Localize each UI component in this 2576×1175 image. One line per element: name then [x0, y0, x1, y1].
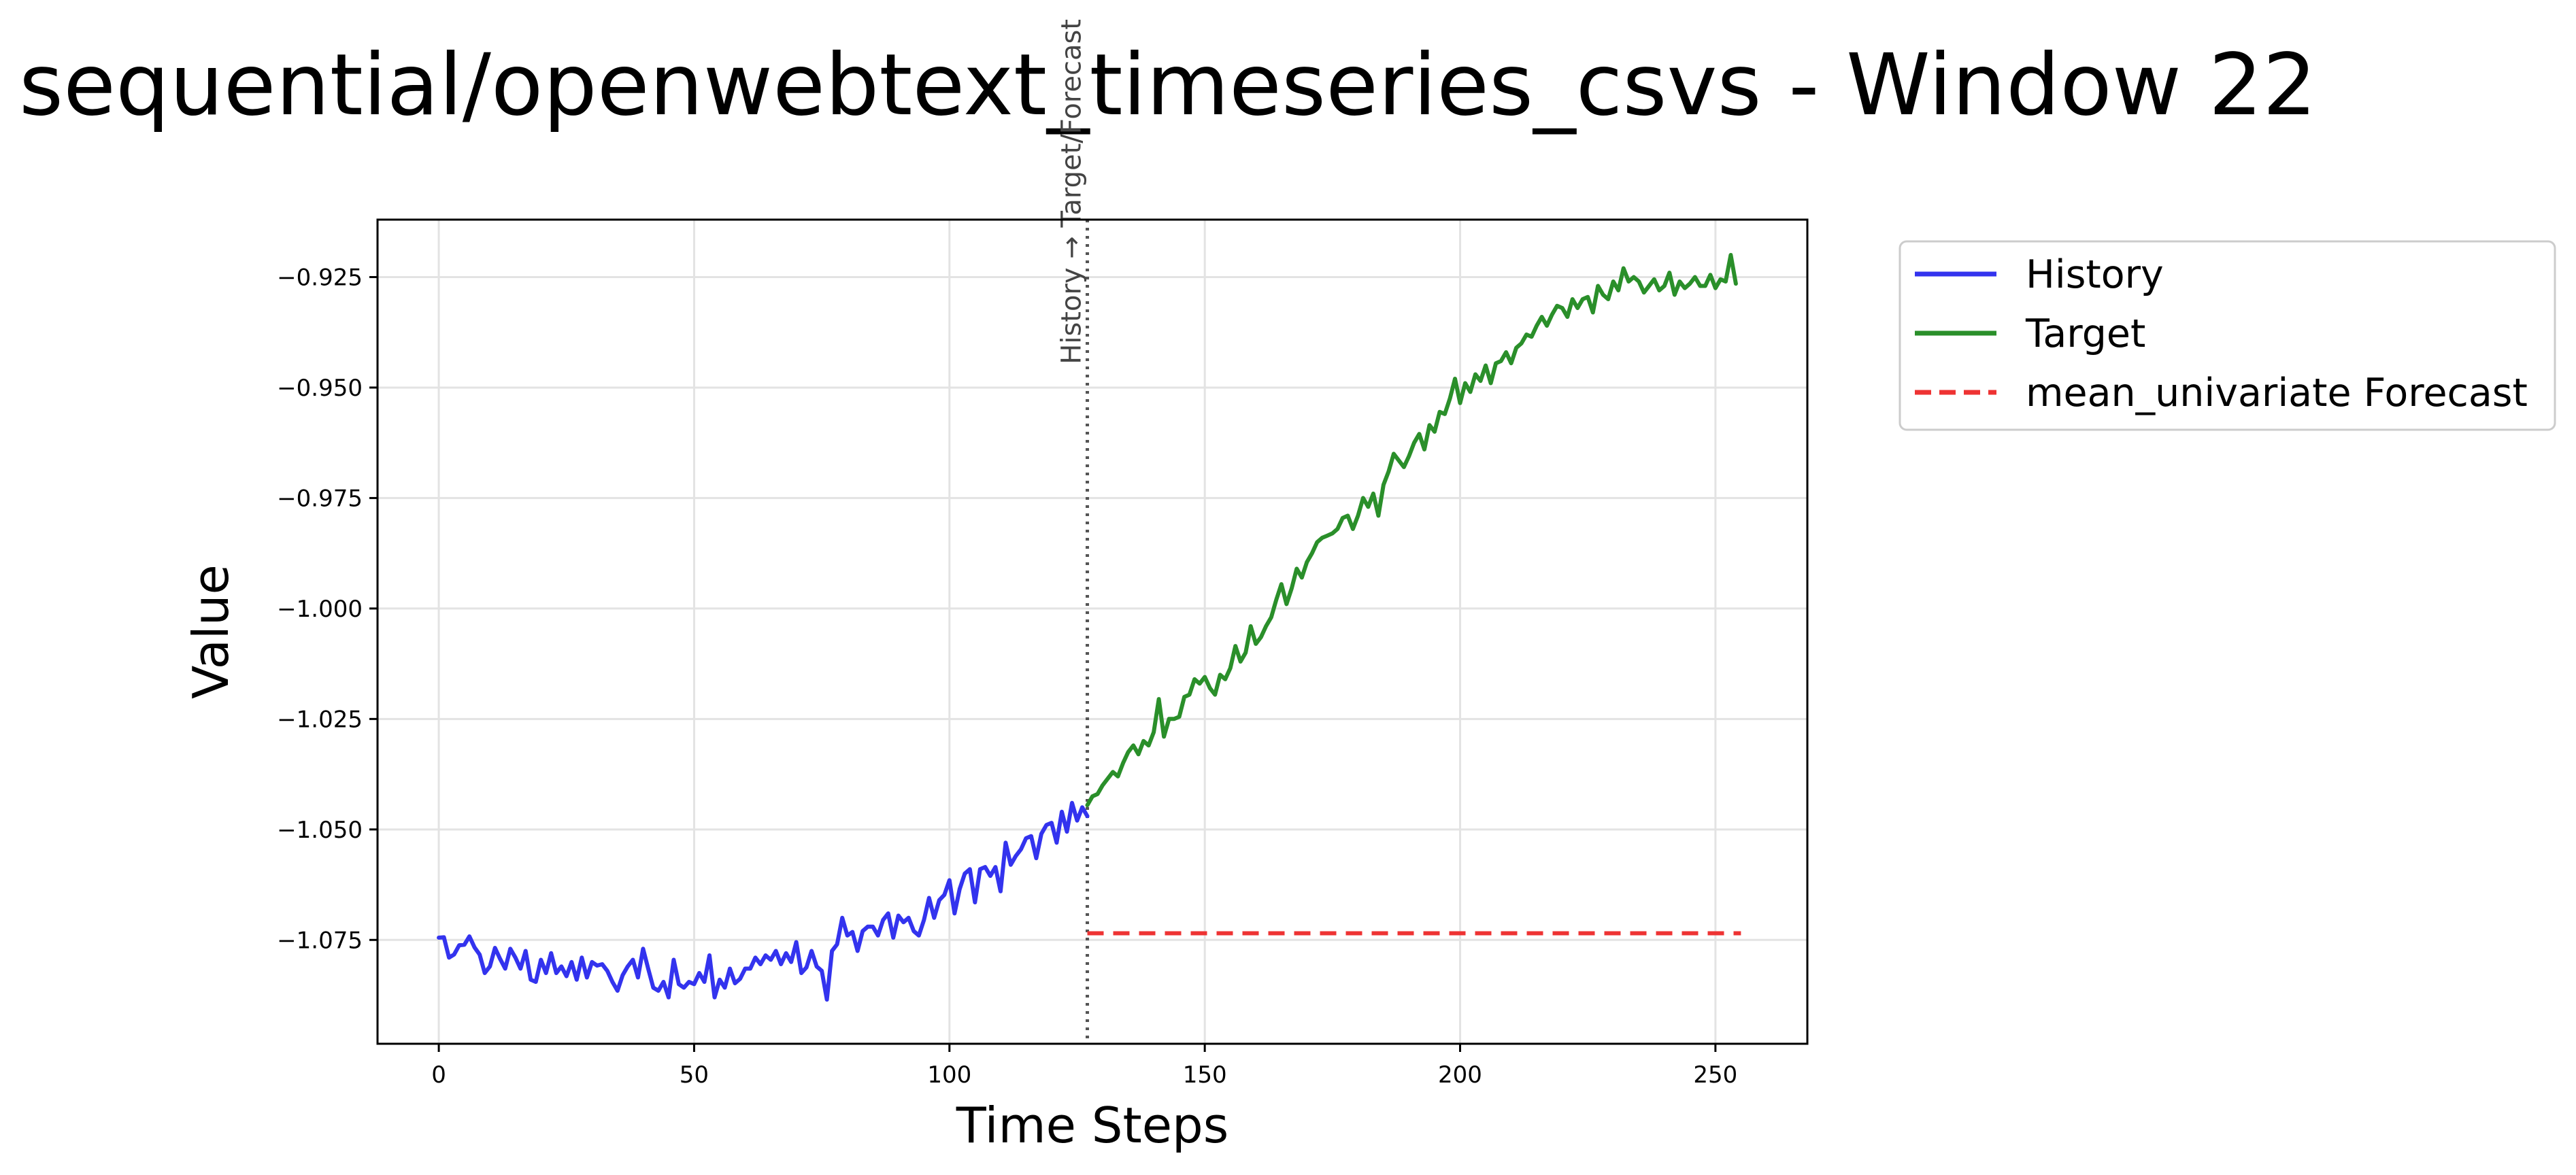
legend-label-forecast: mean_univariate Forecast — [2026, 371, 2528, 415]
plot-area: History → Target/Forecast 0 50 100 150 200 25… — [277, 19, 1809, 1089]
y-tick-label: −1.075 — [277, 927, 363, 954]
x-tick-label: 150 — [1183, 1061, 1227, 1089]
y-axis-title: Value — [182, 564, 239, 699]
legend-box — [1898, 240, 2556, 431]
y-tick-label: −1.050 — [277, 817, 363, 844]
x-axis-title: Time Steps — [956, 1097, 1229, 1154]
y-tick-label: −0.950 — [277, 375, 363, 402]
x-tick-label: 200 — [1438, 1061, 1482, 1089]
x-tick-label: 250 — [1693, 1061, 1737, 1089]
split-marker-label: History → Target/Forecast — [1056, 19, 1087, 364]
legend: History Target mean_univariate Forecast — [1898, 240, 2556, 431]
axis-ticks: 0 50 100 150 200 250 −1.075 −1.050 −1.025 −1.000 −… — [277, 264, 1737, 1089]
y-tick-label: −0.975 — [277, 485, 363, 512]
grid-lines — [378, 220, 1807, 1044]
x-tick-label: 0 — [431, 1061, 446, 1089]
y-tick-label: −0.925 — [277, 264, 363, 291]
series-line-target — [1085, 253, 1738, 808]
legend-label-target: Target — [2025, 311, 2145, 356]
plot-frame — [376, 218, 1809, 1045]
chart-title: sequential/openwebtext_timeseries_csvs -… — [19, 36, 2317, 135]
split-marker: History → Target/Forecast — [1056, 19, 1089, 1044]
legend-label-history: History — [2026, 252, 2164, 297]
x-tick-label: 50 — [680, 1061, 709, 1089]
series-lines — [437, 253, 1741, 1002]
y-tick-label: −1.025 — [277, 706, 363, 733]
y-tick-label: −1.000 — [277, 596, 363, 623]
x-tick-label: 100 — [927, 1061, 971, 1089]
series-line-history — [437, 800, 1090, 1002]
